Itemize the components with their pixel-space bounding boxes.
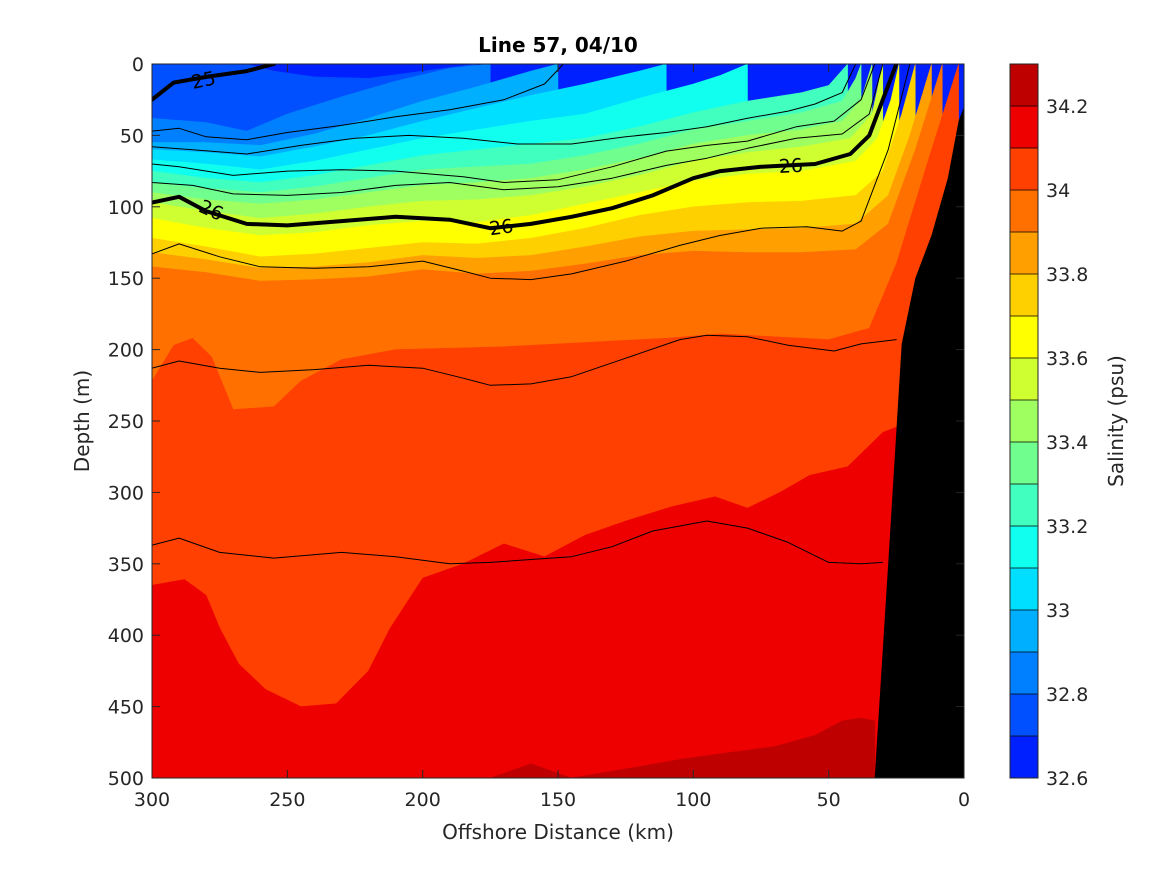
colorbar-segment-4 <box>1009 567 1039 611</box>
y-tick-label: 0 <box>132 54 144 76</box>
contour-label-text-3: 26 <box>778 155 803 178</box>
bathymetry-shape <box>874 106 964 778</box>
colorbar-segment-12 <box>1009 231 1039 275</box>
x-tick-label: 50 <box>817 789 841 811</box>
y-tick-label: 300 <box>108 482 144 504</box>
y-tick-label: 200 <box>108 340 144 362</box>
colorbar-segment-16 <box>1009 63 1039 107</box>
colorbar: 32.6 32.8 33 33.2 33.4 33.6 33.8 34 34.2 <box>1009 63 1088 790</box>
colorbar-segment-13 <box>1009 189 1039 233</box>
x-tick-label: 250 <box>269 789 305 811</box>
colorbar-tick-label: 33.2 <box>1046 516 1088 538</box>
x-tick-label: 0 <box>958 789 970 811</box>
colorbar-segment-14 <box>1009 147 1039 191</box>
density-contour-3 <box>152 64 876 183</box>
y-tick-label: 250 <box>108 411 144 433</box>
contour-label-2: 26 <box>488 215 515 240</box>
density-contour-bold-5 <box>152 64 899 231</box>
y-tick-label: 400 <box>108 625 144 647</box>
colorbar-tick-label: 32.6 <box>1046 768 1088 790</box>
contour-label-0: 25 <box>189 67 217 94</box>
salinity-band-16 <box>490 717 875 778</box>
colorbar-segment-15 <box>1009 105 1039 149</box>
y-tick-label: 50 <box>120 125 144 147</box>
colorbar-segment-11 <box>1009 273 1039 317</box>
salinity-band-15 <box>152 417 911 778</box>
y-tick-label: 150 <box>108 268 144 290</box>
colorbar-segment-9 <box>1009 357 1039 401</box>
x-axis-label: Offshore Distance (km) <box>442 820 674 844</box>
contour-label-3: 26 <box>778 155 803 178</box>
chart-title: Line 57, 04/10 <box>478 33 638 57</box>
contour-label-text-0: 25 <box>189 67 217 94</box>
density-contour-2 <box>152 64 857 155</box>
density-contour-bold-0 <box>152 64 276 102</box>
colorbar-segment-10 <box>1009 315 1039 359</box>
bathymetry-layer <box>874 106 964 778</box>
colorbar-segment-1 <box>1009 693 1039 737</box>
y-tick-label: 350 <box>108 554 144 576</box>
salinity-fill-layer <box>152 64 964 778</box>
colorbar-tick-label: 33.4 <box>1046 432 1088 454</box>
colorbar-segment-8 <box>1009 399 1039 443</box>
x-tick-label: 100 <box>675 789 711 811</box>
density-contour-7 <box>152 334 897 386</box>
colorbar-segment-6 <box>1009 483 1039 527</box>
density-contour-6 <box>152 64 911 281</box>
colorbar-tick-label: 34 <box>1046 180 1070 202</box>
colorbar-segment-7 <box>1009 441 1039 485</box>
colorbar-segment-2 <box>1009 651 1039 695</box>
y-tick-label: 100 <box>108 197 144 219</box>
colorbar-tick-label: 33.8 <box>1046 264 1088 286</box>
colorbar-frame <box>1009 63 1039 779</box>
density-contour-4 <box>152 64 884 196</box>
x-tick-label: 200 <box>405 789 441 811</box>
y-axis-label: Depth (m) <box>70 370 94 472</box>
colorbar-segment-0 <box>1009 735 1039 779</box>
colorbar-segment-3 <box>1009 609 1039 653</box>
density-contour-layer <box>152 64 911 565</box>
colorbar-segment-5 <box>1009 525 1039 569</box>
x-tick-label: 150 <box>540 789 576 811</box>
colorbar-tick-label: 33 <box>1046 600 1070 622</box>
x-tick-label: 300 <box>134 789 170 811</box>
colorbar-tick-label: 32.8 <box>1046 684 1088 706</box>
axis-ticks: 300 250 200 150 100 50 00501001502002503003504… <box>108 54 970 811</box>
colorbar-tick-label: 34.2 <box>1046 96 1088 118</box>
y-tick-label: 500 <box>108 768 144 790</box>
density-contour-8 <box>152 520 884 565</box>
colorbar-label: Salinity (psu) <box>1104 355 1128 487</box>
y-tick-label: 450 <box>108 697 144 719</box>
density-contour-1 <box>152 64 564 141</box>
contour-label-text-2: 26 <box>488 215 515 240</box>
colorbar-tick-label: 33.6 <box>1046 348 1088 370</box>
